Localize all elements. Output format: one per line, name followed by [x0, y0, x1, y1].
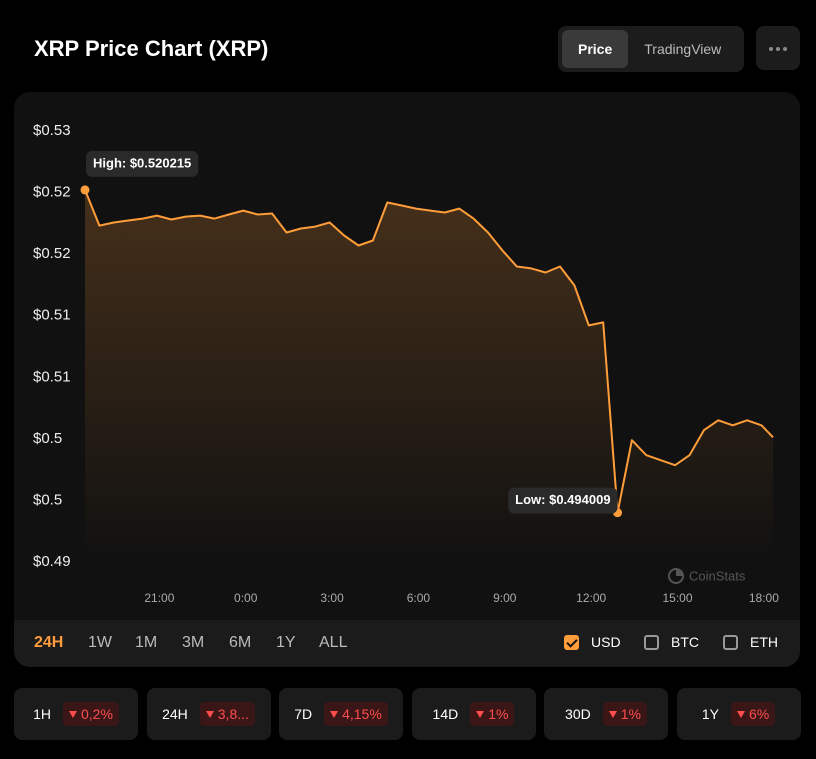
toolbar: 24H 1W 1M 3M 6M 1Y ALL USD BTC ETH	[14, 620, 800, 667]
x-tick-label: 3:00	[320, 591, 344, 605]
change-pill: 1%	[602, 702, 647, 726]
y-tick-label: $0.5	[33, 430, 62, 447]
checkbox[interactable]	[564, 634, 579, 650]
range-button[interactable]: 1M	[135, 634, 158, 651]
period-label: 1Y	[701, 706, 719, 722]
change-card[interactable]: 1Y 6%	[676, 688, 801, 740]
period-label: 1H	[33, 706, 51, 722]
down-arrow	[736, 710, 745, 718]
chart: $0.53 $0.52 $0.52 $0.51 $0.51 $0.5 $0.5 $0.49 21…	[33, 122, 779, 605]
y-tick-label: $0.49	[33, 553, 71, 570]
checkbox[interactable]	[723, 634, 738, 650]
range-button[interactable]: ALL	[319, 634, 348, 651]
y-tick-label: $0.52	[33, 245, 71, 262]
change-value: 6%	[748, 706, 770, 722]
x-tick-label: 12:00	[576, 591, 606, 605]
tab[interactable]: Price	[562, 30, 629, 68]
period-label: 7D	[294, 706, 313, 722]
change-card[interactable]: 14D 1%	[411, 688, 536, 740]
change-value: 1%	[620, 706, 641, 722]
chart-card: $0.53 $0.52 $0.52 $0.51 $0.51 $0.5 $0.5 $0.49 21…	[14, 92, 800, 667]
y-tick-label: $0.53	[33, 122, 71, 139]
more-button[interactable]	[756, 26, 800, 70]
watermark-icon	[676, 569, 683, 576]
x-tick-label: 21:00	[144, 591, 174, 605]
change-pill: 1%	[470, 702, 515, 726]
annotation: Low: $0.494009	[515, 492, 610, 507]
y-tick-label: $0.51	[33, 307, 71, 324]
period-label: 24H	[162, 706, 188, 722]
change-pill: 6%	[730, 702, 776, 726]
change-pill: 3,8...	[199, 702, 255, 726]
x-tick-label: 0:00	[234, 591, 258, 605]
currency-label: ETH	[750, 634, 778, 650]
area	[85, 189, 773, 562]
down-arrow	[608, 710, 617, 718]
range-button[interactable]: 1Y	[276, 634, 296, 651]
range-button[interactable]: 24H	[34, 634, 64, 651]
tab-group: Price TradingView	[558, 26, 744, 72]
down-arrow	[68, 710, 77, 718]
price-line	[84, 189, 774, 514]
period-label: 30D	[565, 706, 591, 722]
x-tick-label: 9:00	[493, 591, 517, 605]
checkbox[interactable]	[644, 634, 659, 650]
tab[interactable]: TradingView	[644, 41, 722, 57]
annotation: High: $0.520215	[93, 155, 191, 170]
change-card[interactable]: 7D 4,15%	[279, 688, 403, 740]
y-tick-label: $0.51	[33, 368, 71, 385]
plot: $0.53 $0.52 $0.52 $0.51 $0.51 $0.5 $0.5 $0.49 21…	[33, 122, 779, 605]
down-arrow	[205, 710, 214, 718]
currency-label: USD	[591, 634, 621, 650]
x-tick-label: 6:00	[407, 591, 431, 605]
annotation-bg	[508, 487, 618, 514]
currency-label: BTC	[671, 634, 699, 650]
page-title: XRP Price Chart (XRP)	[34, 36, 269, 61]
range-button[interactable]: 1W	[88, 634, 112, 651]
change-pill: 4,15%	[324, 702, 388, 726]
range-button[interactable]: 6M	[229, 634, 252, 651]
watermark: CoinStats	[689, 568, 746, 583]
currency-toggle[interactable]: BTC	[644, 634, 699, 650]
x-tick-label: 15:00	[663, 591, 693, 605]
change-value: 3,8...	[217, 706, 249, 722]
change-card[interactable]: 24H 3,8...	[146, 688, 271, 740]
extreme-dot	[80, 185, 90, 195]
y-tick-label: $0.5	[33, 491, 62, 508]
change-value: 0,2%	[80, 706, 113, 722]
x-tick-label: 18:00	[749, 591, 779, 605]
down-arrow	[476, 710, 485, 718]
currency-toggle[interactable]: ETH	[723, 634, 778, 650]
period-label: 14D	[432, 706, 459, 722]
change-value: 4,15%	[342, 706, 382, 722]
y-tick-label: $0.52	[33, 184, 71, 201]
down-arrow	[330, 710, 339, 718]
change-card[interactable]: 30D 1%	[544, 688, 668, 740]
currency-toggle[interactable]: USD	[564, 634, 621, 650]
range-button[interactable]: 3M	[182, 634, 205, 651]
change-value: 1%	[488, 706, 509, 722]
change-pill: 0,2%	[62, 702, 119, 726]
annotation-bg	[86, 150, 199, 177]
change-card[interactable]: 1H 0,2%	[14, 688, 138, 740]
